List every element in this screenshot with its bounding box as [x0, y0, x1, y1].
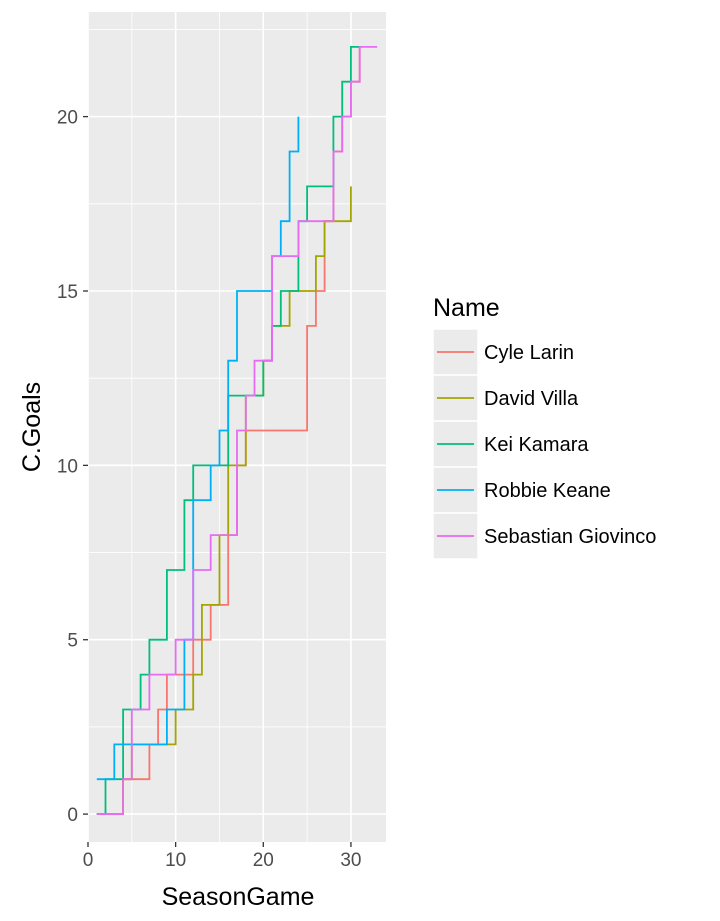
legend-label-kei-kamara: Kei Kamara — [484, 434, 589, 456]
axis-ticks: 0 10 20 30 0 5 10 15 20 — [57, 108, 362, 871]
x-tick-label: 10 — [165, 850, 186, 871]
legend-label-robbie-keane: Robbie Keane — [484, 480, 611, 502]
y-axis-title: C.Goals — [18, 382, 46, 472]
legend: Name Cyle Larin David Villa Kei Kamara Robb… — [432, 294, 656, 560]
x-tick-label: 20 — [253, 850, 274, 871]
legend-label-david-villa: David Villa — [484, 388, 579, 410]
plot-panel — [88, 12, 386, 842]
x-axis-title: SeasonGame — [162, 883, 315, 911]
y-tick-label: 20 — [57, 108, 78, 129]
legend-label-sebastian-giovinco: Sebastian Giovinco — [484, 526, 656, 548]
series-lines — [96, 46, 378, 815]
x-tick-label: 30 — [340, 850, 361, 871]
legend-title: Name — [433, 294, 500, 322]
series-line-sebastian-giovinco — [96, 46, 378, 815]
x-tick-label: 0 — [83, 850, 94, 871]
y-tick-label: 15 — [57, 282, 78, 303]
y-tick-label: 0 — [67, 805, 78, 826]
y-tick-label: 5 — [67, 631, 78, 652]
y-tick-label: 10 — [57, 456, 78, 477]
legend-label-cyle-larin: Cyle Larin — [484, 342, 574, 364]
